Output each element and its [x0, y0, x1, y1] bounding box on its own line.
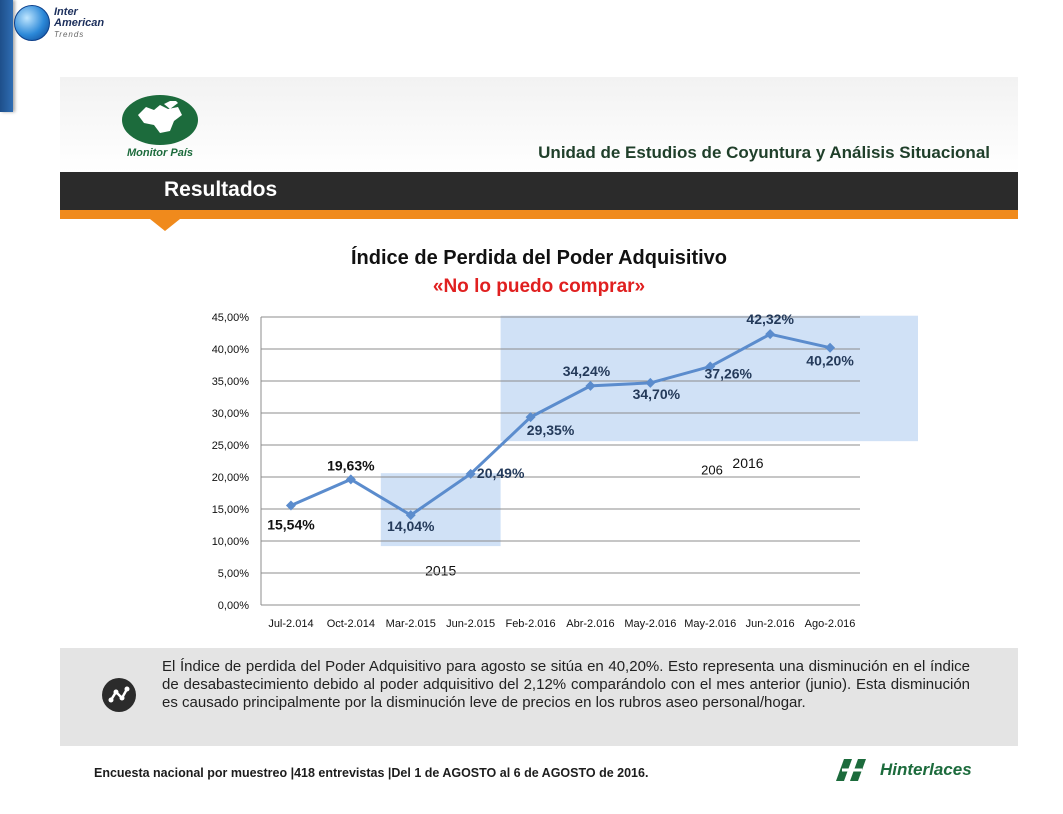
- data-label: 15,54%: [267, 517, 315, 533]
- data-point: [585, 380, 596, 391]
- highlight-label-2015: 2015: [425, 563, 456, 579]
- monitor-pais-name: Monitor País: [126, 147, 193, 159]
- x-tick-label: Feb-2.016: [505, 618, 555, 630]
- chart-subtitle: «No lo puedo comprar»: [432, 276, 646, 297]
- x-tick-label: Oct-2.014: [327, 618, 375, 630]
- series-line: [290, 332, 831, 517]
- data-label: 19,63%: [327, 457, 375, 473]
- x-tick-label: Abr-2.016: [566, 618, 614, 630]
- y-tick-label: 40,00%: [212, 344, 250, 356]
- inter-american-trends-logo: Inter American Trends: [14, 5, 104, 41]
- slide: Monitor País Unidad de Estudios de Coyun…: [60, 77, 1018, 789]
- x-tick-label: Jun-2.016: [746, 618, 795, 630]
- venezuela-map-icon: [122, 95, 198, 145]
- data-point: [525, 412, 536, 423]
- data-point: [705, 361, 716, 372]
- logo-line-3: Trends: [54, 29, 85, 39]
- unit-title: Unidad de Estudios de Coyuntura y Anális…: [538, 143, 990, 162]
- corner-accent-bar: [0, 0, 13, 112]
- highlight-region-2016: [500, 315, 918, 442]
- highlight-label-206: 206: [701, 462, 723, 477]
- data-point: [765, 329, 776, 340]
- y-tick-label: 15,00%: [212, 504, 250, 516]
- y-tick-label: 10,00%: [212, 536, 250, 548]
- x-tick-label: Jul-2.014: [268, 618, 313, 630]
- x-tick-label: Jun-2.015: [446, 618, 495, 630]
- y-tick-label: 45,00%: [212, 312, 250, 324]
- hinterlaces-name: Hinterlaces: [880, 760, 972, 779]
- data-point: [825, 342, 836, 353]
- hinterlaces-mark-icon: [832, 757, 876, 783]
- x-tick-label: May-2.016: [684, 618, 736, 630]
- footer-text: Encuesta nacional por muestreo |418 entr…: [94, 766, 649, 780]
- x-tick-label: Ago-2.016: [805, 618, 856, 630]
- data-label: 34,70%: [633, 386, 681, 402]
- data-point: [645, 377, 656, 388]
- section-band: Resultados: [60, 172, 1018, 210]
- y-tick-label: 20,00%: [212, 472, 250, 484]
- note-text: El Índice de perdida del Poder Adquisiti…: [162, 658, 970, 711]
- y-tick-label: 0,00%: [218, 600, 249, 612]
- highlight-label-2016: 2016: [732, 455, 763, 471]
- y-tick-label: 25,00%: [212, 440, 250, 452]
- y-tick-label: 5,00%: [218, 568, 249, 580]
- data-label: 14,04%: [387, 518, 435, 534]
- y-tick-label: 30,00%: [212, 408, 250, 420]
- orange-pointer: [150, 219, 180, 231]
- data-label: 42,32%: [746, 311, 794, 327]
- monitor-pais-logo: Monitor País: [115, 95, 205, 159]
- hinterlaces-logo: Hinterlaces: [832, 757, 972, 783]
- logo-line-2: American: [54, 16, 105, 29]
- chart-title: Índice de Perdida del Poder Adquisitivo: [351, 247, 727, 269]
- note-box: El Índice de perdida del Poder Adquisiti…: [60, 648, 1018, 746]
- orange-divider: [60, 210, 1018, 219]
- data-point: [345, 474, 356, 485]
- data-label: 29,35%: [527, 422, 575, 438]
- data-point: [285, 500, 296, 511]
- section-title: Resultados: [164, 178, 278, 201]
- data-point: [465, 468, 476, 479]
- x-tick-label: Mar-2.015: [386, 618, 436, 630]
- trend-line-icon: [102, 678, 136, 712]
- header-background: [60, 77, 1018, 172]
- data-label: 34,24%: [563, 363, 611, 379]
- globe-icon: [14, 5, 50, 41]
- y-tick-label: 35,00%: [212, 376, 250, 388]
- data-label: 37,26%: [705, 366, 753, 382]
- logo-line-1: Inter: [54, 5, 78, 18]
- x-tick-label: May-2.016: [624, 618, 676, 630]
- data-label: 40,20%: [806, 353, 854, 369]
- line-chart: 2015 206 2016 0,00% 5,00% 10,00% 15,00% 20,00% 2…: [212, 311, 918, 630]
- data-point: [405, 510, 416, 521]
- data-label: 20,49%: [477, 465, 525, 481]
